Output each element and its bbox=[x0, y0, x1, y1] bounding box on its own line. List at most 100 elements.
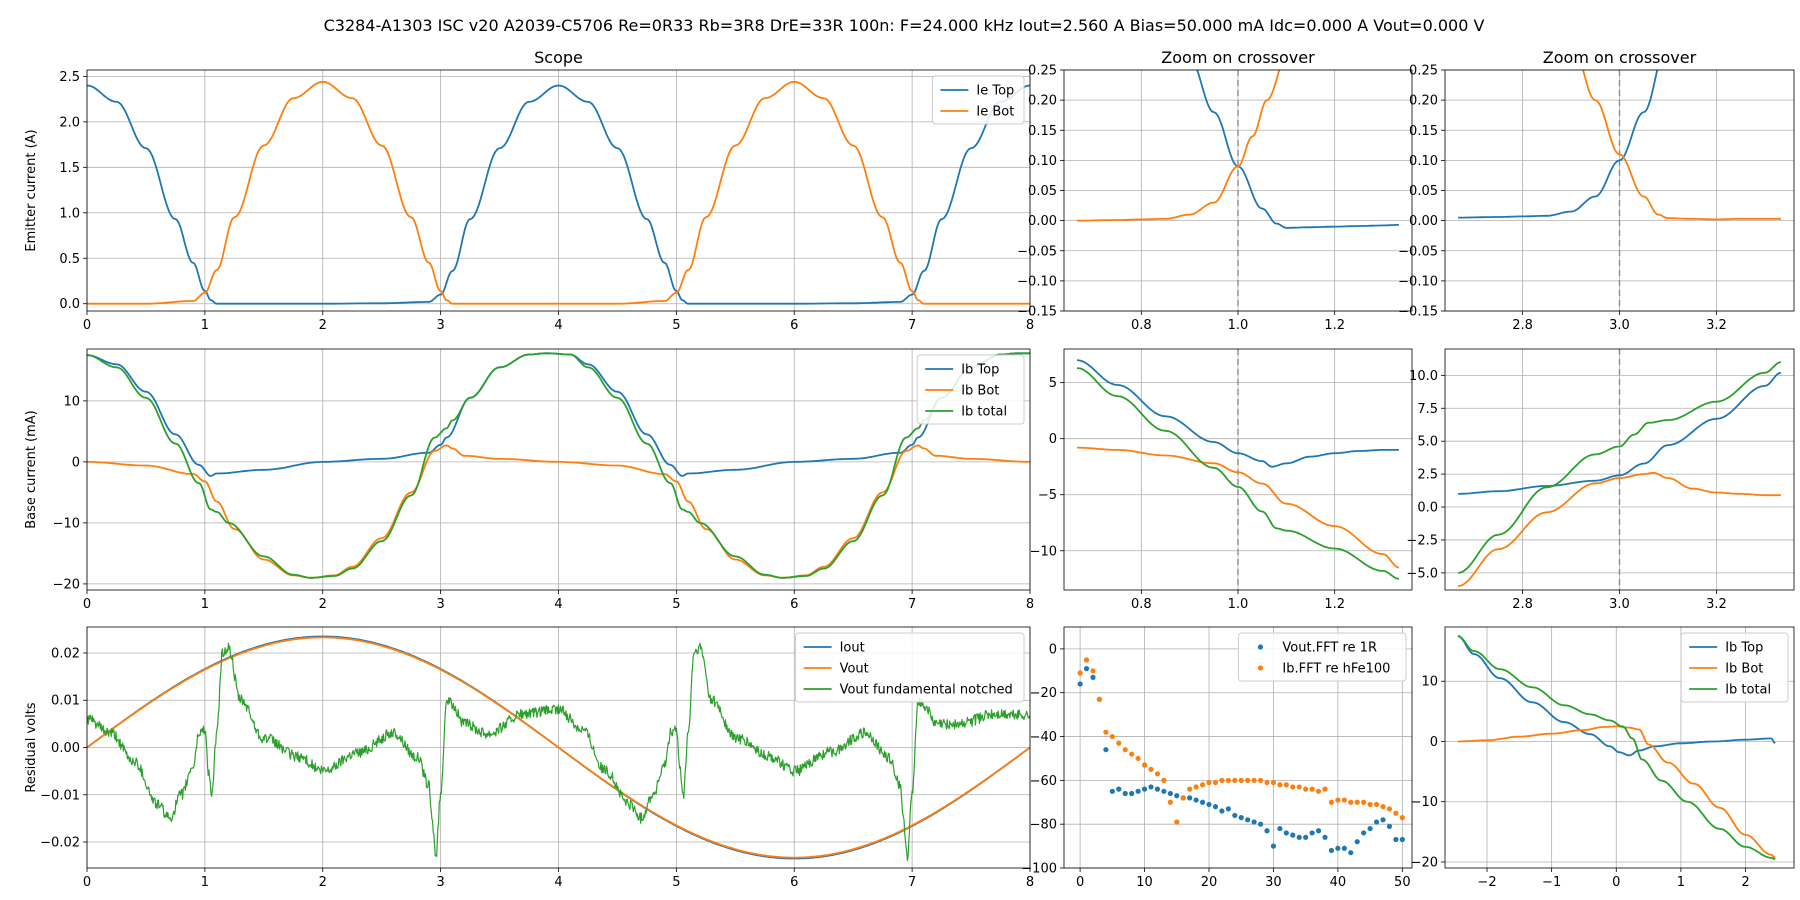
data-point bbox=[1303, 786, 1309, 792]
data-point bbox=[1180, 795, 1186, 801]
x-tick-label: 30 bbox=[1265, 875, 1282, 890]
x-tick-label: −2 bbox=[1477, 875, 1496, 890]
legend-box bbox=[931, 75, 1025, 125]
data-point bbox=[1154, 771, 1161, 777]
data-point bbox=[1212, 804, 1219, 810]
data-point bbox=[1393, 836, 1399, 843]
axes-frame bbox=[1444, 626, 1795, 869]
y-tick-label: −5 bbox=[1038, 488, 1057, 503]
data-point bbox=[1309, 786, 1315, 792]
x-tick-label: 0.8 bbox=[1131, 597, 1152, 612]
data-point bbox=[1277, 782, 1283, 788]
x-tick-label: 5 bbox=[672, 875, 680, 890]
plot-area bbox=[1077, 657, 1405, 856]
data-point bbox=[1322, 786, 1328, 792]
x-tick-label: 3.0 bbox=[1609, 318, 1630, 333]
legend: Iout Vout Vout fundamental notched bbox=[795, 632, 1025, 703]
axes-title: Scope bbox=[534, 48, 583, 67]
x-tick-label: 1 bbox=[201, 318, 209, 333]
y-tick-label: 0 bbox=[72, 455, 80, 470]
data-point bbox=[1361, 830, 1367, 836]
series-line bbox=[1457, 635, 1776, 757]
y-tick-label: 0 bbox=[1049, 432, 1057, 447]
data-point bbox=[1129, 751, 1135, 757]
series-line bbox=[1582, 70, 1781, 221]
data-point bbox=[1225, 777, 1231, 783]
data-point bbox=[1193, 784, 1199, 790]
data-point bbox=[1270, 843, 1277, 849]
y-tick-label: 7.5 bbox=[1417, 402, 1438, 417]
axes-frame bbox=[86, 626, 1031, 869]
data-point bbox=[1277, 825, 1283, 832]
data-point bbox=[1348, 850, 1354, 856]
x-tick-label: 8 bbox=[1026, 318, 1034, 333]
data-point bbox=[1141, 786, 1148, 792]
series-line bbox=[1457, 635, 1776, 860]
y-tick-label: 0.10 bbox=[1409, 154, 1438, 169]
x-tick-label: 6 bbox=[790, 875, 798, 890]
data-point bbox=[1109, 733, 1115, 740]
y-tick-label: 0.00 bbox=[51, 741, 80, 756]
x-tick-label: 0 bbox=[83, 875, 91, 890]
legend-marker bbox=[1257, 644, 1263, 650]
x-tick-label: 0 bbox=[1612, 875, 1620, 890]
y-tick-label: −20 bbox=[1411, 855, 1438, 870]
x-tick-label: 6 bbox=[790, 597, 798, 612]
data-point bbox=[1187, 795, 1193, 801]
plot-area bbox=[1457, 361, 1782, 587]
data-point bbox=[1187, 786, 1193, 792]
series-line bbox=[1457, 361, 1781, 574]
series-line bbox=[1457, 725, 1776, 859]
data-point bbox=[1174, 819, 1180, 825]
series-line bbox=[1076, 359, 1399, 468]
data-point bbox=[1361, 799, 1367, 805]
x-tick-label: 3 bbox=[436, 318, 444, 333]
y-tick-label: 10.0 bbox=[1409, 369, 1438, 384]
axes-frame bbox=[86, 348, 1031, 591]
x-tick-label: 4 bbox=[554, 597, 562, 612]
series-line bbox=[1076, 446, 1400, 569]
x-tick-label: 5 bbox=[672, 318, 680, 333]
data-point bbox=[1373, 801, 1380, 808]
y-tick-label: 0.25 bbox=[1409, 64, 1438, 79]
data-point bbox=[1199, 782, 1206, 788]
x-tick-label: 3.2 bbox=[1706, 318, 1727, 333]
data-point bbox=[1245, 817, 1251, 823]
y-tick-label: −0.15 bbox=[1017, 305, 1057, 320]
data-point bbox=[1393, 810, 1399, 816]
y-tick-label: 2.5 bbox=[59, 70, 80, 85]
y-tick-label: −40 bbox=[1030, 730, 1057, 745]
axes-frame bbox=[1063, 348, 1413, 591]
axes-frame bbox=[1444, 348, 1795, 591]
data-point bbox=[1290, 832, 1296, 838]
plot-area bbox=[1458, 70, 1781, 221]
y-tick-label: 10 bbox=[63, 394, 80, 409]
x-tick-label: 4 bbox=[554, 318, 562, 333]
legend-label: Ib total bbox=[1725, 683, 1771, 698]
data-point bbox=[1335, 845, 1341, 851]
y-axis-label: Residual volts bbox=[24, 702, 39, 792]
y-tick-label: −0.15 bbox=[1398, 305, 1438, 320]
legend-box bbox=[916, 354, 1025, 425]
y-tick-label: −0.10 bbox=[1017, 274, 1057, 289]
data-point bbox=[1341, 845, 1347, 851]
x-tick-label: 5 bbox=[672, 597, 680, 612]
data-point bbox=[1264, 779, 1270, 786]
data-point bbox=[1328, 799, 1335, 805]
y-tick-label: −0.05 bbox=[1017, 244, 1057, 259]
series-line bbox=[1458, 70, 1659, 219]
plot-area bbox=[1457, 635, 1776, 860]
data-point bbox=[1238, 815, 1244, 821]
data-point bbox=[1296, 834, 1302, 840]
y-tick-label: 10 bbox=[1421, 675, 1438, 690]
legend-label: Ib.FFT re hFe100 bbox=[1282, 662, 1390, 677]
data-point bbox=[1367, 825, 1373, 832]
series-line bbox=[87, 636, 1030, 859]
legend: Ib Top Ib Bot Ib total bbox=[1680, 632, 1789, 703]
data-point bbox=[1257, 821, 1264, 827]
axes-fft: 0 10 20 30 40 50 −100 −80 −60 −40 −20 0 Vout.FFT re … bbox=[1021, 626, 1413, 890]
data-point bbox=[1141, 762, 1148, 768]
data-point bbox=[1238, 777, 1244, 783]
y-tick-label: 0.20 bbox=[1028, 94, 1057, 109]
x-tick-label: 2.8 bbox=[1512, 597, 1533, 612]
